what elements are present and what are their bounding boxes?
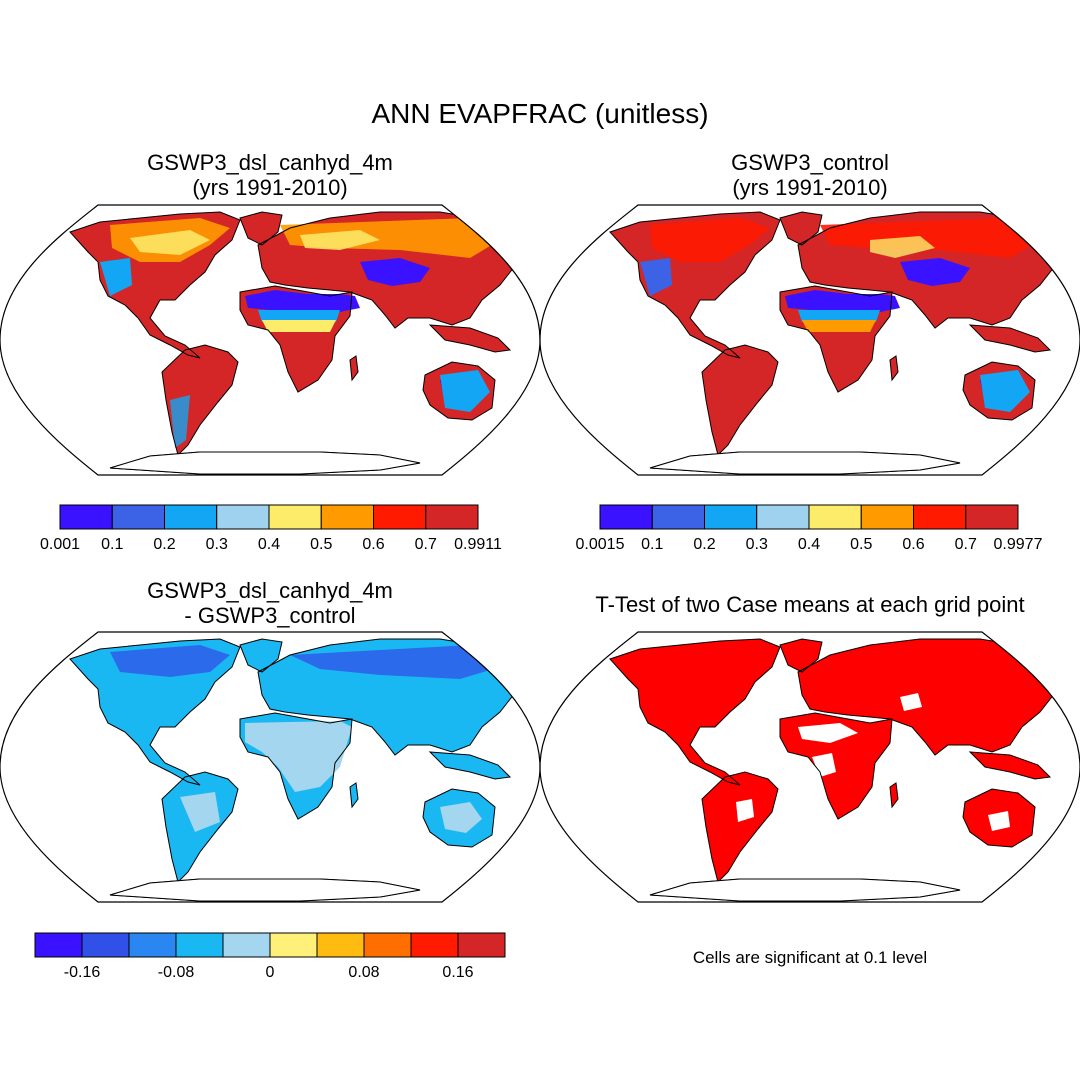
colorbar-box bbox=[34, 932, 83, 958]
colorbar-box bbox=[410, 932, 459, 958]
colorbar-tick-label: 0.4 bbox=[258, 536, 280, 553]
colorbar-tick-label: 0.4 bbox=[798, 536, 820, 553]
map-ttest-frame bbox=[539, 631, 1080, 903]
colorbar-box bbox=[704, 504, 758, 530]
colorbar-box bbox=[651, 504, 705, 530]
colorbar-box bbox=[756, 504, 810, 530]
colorbar-tick-label: 0 bbox=[266, 964, 275, 981]
colorbar-tick-label: 0.9911 bbox=[454, 536, 502, 553]
colorbar-tick-label: 0.7 bbox=[955, 536, 977, 553]
map-diff-frame bbox=[0, 631, 541, 903]
main-title: ANN EVAPFRAC (unitless) bbox=[371, 98, 709, 129]
panel-title-diff: GSWP3_dsl_canhyd_4m - GSWP3_control bbox=[70, 578, 470, 628]
colorbar-tick-label: 0.9977 bbox=[994, 536, 1043, 553]
colorbar-box bbox=[268, 504, 322, 530]
colorbar-tick-label: 0.2 bbox=[693, 536, 715, 553]
colorbar-box bbox=[808, 504, 862, 530]
map-control-frame bbox=[539, 204, 1080, 476]
colorbar-box bbox=[363, 932, 412, 958]
colorbar-box bbox=[81, 932, 130, 958]
colorbar-tick-label: 0.001 bbox=[40, 536, 80, 553]
colorbar-tick-label: 0.2 bbox=[153, 536, 175, 553]
colorbar-tick-label: 0.3 bbox=[206, 536, 228, 553]
colorbar-control: 0.0015 0.1 0.2 0.3 0.4 0.5 0.6 0.7 0.9977 bbox=[576, 504, 1043, 553]
map-control bbox=[539, 204, 1080, 476]
colorbar-box bbox=[320, 504, 374, 530]
panel-title-diff-line2: - GSWP3_control bbox=[184, 603, 356, 628]
colorbar-box bbox=[216, 504, 270, 530]
colorbar-tick-label: 0.16 bbox=[442, 964, 473, 981]
colorbar-box bbox=[860, 504, 914, 530]
colorbar-tick-label: 0.0015 bbox=[576, 536, 625, 553]
colorbar-box bbox=[965, 504, 1019, 530]
panel-title-test: GSWP3_dsl_canhyd_4m (yrs 1991-2010) bbox=[70, 150, 470, 200]
panel-title-control-line2: (yrs 1991-2010) bbox=[732, 175, 888, 200]
colorbar-box bbox=[111, 504, 165, 530]
colorbar-box bbox=[128, 932, 177, 958]
colorbar-box bbox=[316, 932, 365, 958]
colorbar-box bbox=[164, 504, 218, 530]
colorbar-box bbox=[913, 504, 967, 530]
colorbar-box bbox=[599, 504, 653, 530]
colorbar-box bbox=[59, 504, 113, 530]
colorbar-box bbox=[457, 932, 506, 958]
ttest-note: Cells are significant at 0.1 level bbox=[692, 948, 928, 967]
map-diff bbox=[0, 631, 541, 903]
colorbar-box bbox=[175, 932, 224, 958]
colorbar-tick-label: 0.3 bbox=[746, 536, 768, 553]
colorbar-tick-label: 0.1 bbox=[101, 536, 123, 553]
panel-title-control-line1: GSWP3_control bbox=[731, 150, 889, 175]
panel-title-ttest: T-Test of two Case means at each grid po… bbox=[540, 592, 1080, 617]
colorbar-tick-label: 0.08 bbox=[348, 964, 379, 981]
colorbar-diff: -0.16 -0.08 0 0.08 0.16 bbox=[34, 932, 506, 981]
map-test bbox=[0, 204, 541, 476]
map-test-frame bbox=[0, 204, 541, 476]
panel-title-test-line2: (yrs 1991-2010) bbox=[192, 175, 348, 200]
map-ttest bbox=[539, 631, 1080, 903]
colorbar-tick-label: 0.1 bbox=[641, 536, 663, 553]
panel-title-test-line1: GSWP3_dsl_canhyd_4m bbox=[147, 150, 393, 175]
panel-title-ttest-line1: T-Test of two Case means at each grid po… bbox=[595, 592, 1025, 617]
colorbar-box bbox=[222, 932, 271, 958]
colorbar-tick-label: 0.5 bbox=[850, 536, 872, 553]
colorbar-tick-label: 0.7 bbox=[415, 536, 437, 553]
panel-title-control: GSWP3_control (yrs 1991-2010) bbox=[610, 150, 1010, 200]
colorbar-tick-label: -0.08 bbox=[158, 964, 195, 981]
colorbar-tick-label: 0.6 bbox=[902, 536, 924, 553]
colorbar-tick-label: -0.16 bbox=[64, 964, 101, 981]
colorbar-tick-label: 0.6 bbox=[362, 536, 384, 553]
colorbar-box bbox=[269, 932, 318, 958]
colorbar-box bbox=[425, 504, 479, 530]
colorbar-test: 0.001 0.1 0.2 0.3 0.4 0.5 0.6 0.7 0.9911 bbox=[40, 504, 502, 553]
panel-title-diff-line1: GSWP3_dsl_canhyd_4m bbox=[147, 578, 393, 603]
colorbar-tick-label: 0.5 bbox=[310, 536, 332, 553]
colorbar-box bbox=[373, 504, 427, 530]
